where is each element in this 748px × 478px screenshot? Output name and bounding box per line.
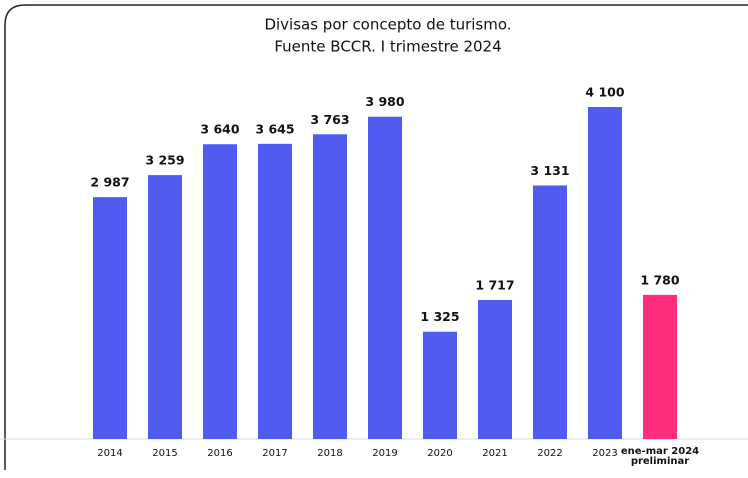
value-label: 3 259: [145, 153, 184, 168]
x-tick-line: preliminar: [631, 456, 689, 467]
x-tick-label: ene-mar 2024 preliminar: [621, 446, 699, 467]
bar: [258, 143, 292, 439]
bar: [478, 299, 512, 439]
bar: [423, 331, 457, 439]
chart-title: Divisas por concepto de turismo.: [264, 16, 511, 34]
bar: [643, 294, 677, 439]
x-tick-line: ene-mar 2024: [621, 446, 699, 457]
bar: [93, 197, 127, 439]
bar: [533, 185, 567, 439]
value-label: 1 717: [475, 277, 514, 292]
value-label: 4 100: [585, 85, 624, 100]
bar: [588, 107, 622, 439]
x-tick-label: 2014: [97, 448, 122, 459]
frame: [4, 4, 748, 470]
value-label: 1 325: [420, 309, 459, 324]
x-tick-label: 2015: [152, 448, 177, 459]
value-label: 2 987: [90, 175, 129, 190]
x-tick-label: 2017: [262, 448, 287, 459]
bar: [203, 144, 237, 439]
bar: [368, 116, 402, 439]
x-tick-label: 2019: [372, 448, 397, 459]
value-label: 3 980: [365, 94, 404, 109]
value-label: 3 645: [255, 121, 294, 136]
x-tick-label: 2023: [592, 448, 617, 459]
x-tick-label: 2021: [482, 448, 507, 459]
bar: [313, 134, 347, 439]
value-label: 3 640: [200, 122, 239, 137]
x-tick-label: 2018: [317, 448, 342, 459]
value-label: 3 763: [310, 112, 349, 127]
value-label: 3 131: [530, 163, 569, 178]
bar: [148, 175, 182, 439]
x-tick-label: 2016: [207, 448, 232, 459]
x-tick-label: 2022: [537, 448, 562, 459]
value-label: 1 780: [640, 272, 679, 287]
chart-subtitle: Fuente BCCR. I trimestre 2024: [274, 38, 501, 56]
x-tick-label: 2020: [427, 448, 452, 459]
